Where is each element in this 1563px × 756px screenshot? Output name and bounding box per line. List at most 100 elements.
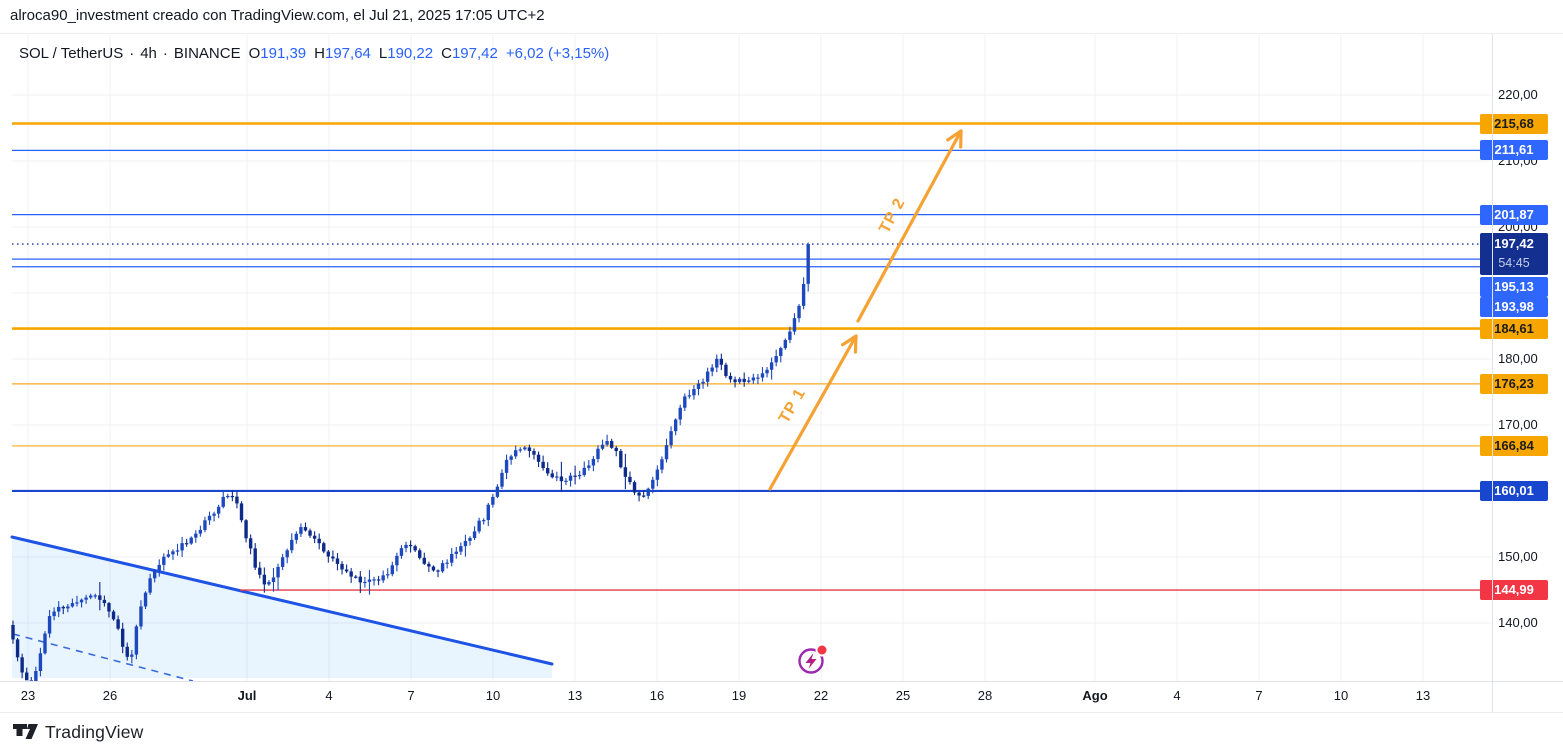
- candle-up: [290, 539, 294, 551]
- event-lightning-icon[interactable]: [798, 643, 829, 674]
- candle-down: [541, 461, 545, 469]
- candle-down: [262, 574, 267, 585]
- candle-up: [363, 581, 367, 584]
- candle-down: [527, 447, 532, 452]
- descending-trendline-dashed[interactable]: [12, 633, 194, 682]
- candle-up: [600, 444, 605, 449]
- symbol-ohlc-bar[interactable]: SOL / TetherUS · 4h · BINANCE O191,39 H197,64 L…: [19, 45, 609, 62]
- high-label: H: [314, 45, 325, 62]
- candle-up: [655, 469, 660, 480]
- candle-up: [390, 565, 395, 575]
- interval-label[interactable]: 4h: [140, 45, 157, 62]
- open-value: 191,39: [260, 45, 307, 62]
- candle-up: [454, 551, 458, 554]
- price-level-badge[interactable]: 215,68: [1480, 113, 1548, 134]
- candle-wick: [81, 598, 83, 608]
- time-axis-label: 4: [325, 688, 333, 703]
- candle-wick: [231, 490, 233, 502]
- price-level-badge[interactable]: 184,61: [1480, 318, 1548, 339]
- candle-down: [573, 475, 577, 477]
- candle-down: [102, 599, 107, 604]
- candle-up: [801, 283, 806, 306]
- candle-wick: [688, 389, 690, 399]
- candle-up: [386, 574, 390, 576]
- candle-down: [317, 538, 321, 544]
- symbol-name[interactable]: SOL / TetherUS: [19, 45, 124, 62]
- tp1-arrow[interactable]: [768, 334, 858, 491]
- candle-up: [756, 377, 760, 379]
- price-level-badge[interactable]: 195,13: [1480, 277, 1548, 297]
- price-level-badge[interactable]: 144,99: [1480, 580, 1548, 601]
- time-axis-label: 10: [1333, 688, 1349, 703]
- candle-up: [514, 450, 518, 457]
- close-value: 197,42: [451, 45, 498, 62]
- candle-up: [518, 449, 522, 451]
- candles: [11, 242, 810, 685]
- price-level-badge[interactable]: 166,84: [1480, 435, 1548, 456]
- price-level-badge[interactable]: 176,23: [1480, 373, 1548, 394]
- price-axis-label: 220,00: [1498, 87, 1538, 102]
- candle-up: [372, 579, 376, 581]
- candle-up: [139, 606, 143, 627]
- candle-wick: [368, 570, 371, 595]
- price-axis[interactable]: 220,00 210,00 200,00 180,00 170,00 150,00 140,…: [1480, 33, 1563, 712]
- candle-up: [660, 459, 664, 470]
- candle-wick: [176, 543, 179, 556]
- candle-up: [70, 603, 75, 607]
- price-level-badge[interactable]: 160,01: [1480, 480, 1548, 501]
- tp2-arrow[interactable]: [856, 129, 963, 323]
- candle-down: [641, 495, 646, 497]
- candle-up: [710, 367, 714, 372]
- candle-down: [107, 603, 111, 612]
- candle-up: [43, 633, 47, 654]
- low-value: 190,22: [387, 45, 434, 62]
- candle-up: [783, 339, 788, 349]
- candle-up: [651, 479, 655, 489]
- price-level-badge[interactable]: 201,87: [1480, 204, 1548, 225]
- candle-down: [536, 454, 541, 462]
- candle-up: [38, 653, 43, 672]
- candle-up: [737, 378, 742, 383]
- candle-down: [303, 527, 308, 531]
- candle-up: [459, 546, 463, 552]
- candle-up: [587, 465, 591, 468]
- price-level-badge[interactable]: 211,61: [1480, 140, 1548, 161]
- candle-wick: [428, 561, 430, 573]
- price-axis-label: 180,00: [1498, 351, 1538, 366]
- candle-down: [344, 569, 349, 572]
- time-axis-label: 16: [649, 688, 665, 703]
- candle-up: [75, 602, 79, 604]
- current-price-badge[interactable]: 197,42 54:45: [1480, 233, 1548, 275]
- candle-up: [276, 566, 280, 578]
- candle-up: [564, 480, 568, 482]
- candle-up: [701, 381, 705, 384]
- price-level-badge[interactable]: 193,98: [1480, 297, 1548, 317]
- descending-trendline[interactable]: [10, 535, 554, 666]
- candle-down: [244, 520, 248, 539]
- candle-up: [175, 550, 180, 552]
- channel-fill: [12, 537, 552, 678]
- candle-down: [20, 657, 24, 673]
- candle-wick: [483, 518, 485, 525]
- candle-up: [395, 555, 399, 566]
- candle-up: [797, 305, 801, 319]
- candle-wick: [643, 490, 645, 498]
- candle-up: [696, 383, 701, 390]
- candle-down: [559, 476, 564, 482]
- candle-up: [88, 595, 93, 598]
- candle-up: [673, 419, 678, 432]
- candle-down: [632, 482, 637, 493]
- arrow-head: [853, 334, 858, 354]
- candle-up: [705, 371, 710, 382]
- candle-wick: [574, 465, 576, 485]
- candle-down: [349, 571, 353, 577]
- candle-wick: [556, 471, 558, 482]
- tradingview-logo[interactable]: TradingView: [13, 722, 144, 743]
- candle-up: [715, 358, 719, 368]
- candle-up: [440, 563, 445, 572]
- candle-down: [25, 672, 29, 681]
- time-axis[interactable]: 23 26 Jul 4 7 10 13 16 19 22 25 28 Ago 4 7 10 13: [0, 681, 1492, 712]
- candle-down: [326, 551, 331, 557]
